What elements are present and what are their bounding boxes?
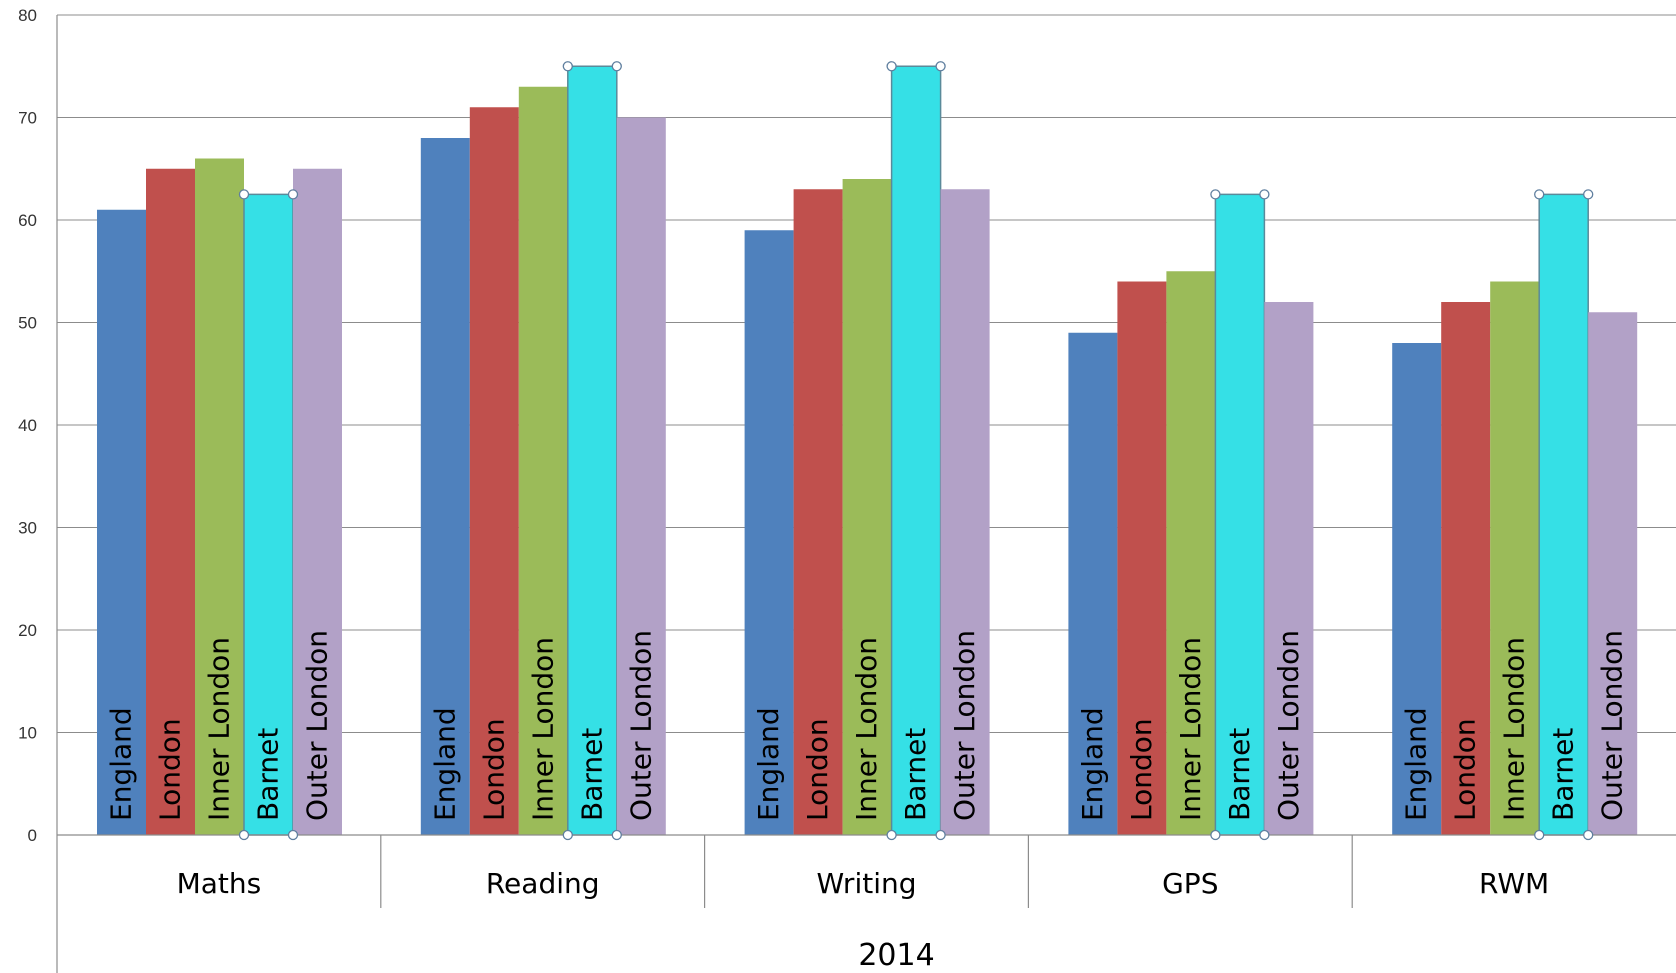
bar-inner-london[interactable]: [1166, 271, 1216, 835]
bar-london[interactable]: [793, 189, 843, 835]
axes: [56, 15, 1676, 973]
bar-label: Outer London: [1596, 630, 1629, 821]
bar-label: London: [1449, 718, 1482, 821]
bar-outer-london[interactable]: [616, 117, 666, 836]
category-label: Writing: [817, 867, 917, 900]
selection-handle[interactable]: [1259, 829, 1270, 841]
bar-outer-london[interactable]: [940, 189, 990, 835]
bar-label: England: [428, 707, 461, 821]
selection-handle[interactable]: [886, 61, 897, 72]
selection-handle[interactable]: [562, 829, 573, 841]
bar-label: Barnet: [1223, 728, 1256, 821]
bar-label: England: [752, 707, 785, 821]
selection-handle[interactable]: [562, 61, 573, 72]
bar-label: Outer London: [948, 630, 981, 821]
bar-label: England: [1400, 707, 1433, 821]
selection-handle[interactable]: [935, 829, 946, 841]
bar-england[interactable]: [420, 138, 470, 835]
selection-handle[interactable]: [287, 189, 299, 200]
bar-label: England: [1076, 707, 1109, 821]
bar-label: England: [105, 707, 138, 821]
selection-handle[interactable]: [611, 61, 622, 72]
selection-handle[interactable]: [287, 829, 299, 841]
bar-barnet[interactable]: [890, 65, 942, 836]
bar-london[interactable]: [1441, 302, 1491, 835]
group-label: 2014: [858, 938, 934, 973]
bar-london[interactable]: [146, 168, 195, 835]
selection-handle[interactable]: [238, 189, 250, 200]
bar-england[interactable]: [1068, 332, 1118, 835]
bar-inner-london[interactable]: [1490, 281, 1540, 836]
y-tick-label: 0: [28, 826, 37, 845]
y-tick-label: 40: [18, 416, 37, 435]
selection-handle[interactable]: [1210, 189, 1221, 200]
selection-handle[interactable]: [1583, 829, 1594, 841]
selection-handle[interactable]: [1210, 829, 1221, 841]
bars: [97, 65, 1638, 836]
bar-outer-london[interactable]: [293, 168, 342, 835]
category-label: RWM: [1479, 867, 1549, 900]
selection-handle[interactable]: [935, 61, 946, 72]
bar-label: Inner London: [1174, 637, 1207, 821]
y-tick-label: 50: [18, 314, 37, 333]
bar-inner-london[interactable]: [518, 86, 568, 835]
selection-handle[interactable]: [1534, 829, 1545, 841]
bar-label: Barnet: [575, 728, 608, 821]
bar-label: London: [801, 718, 834, 821]
selection-handle[interactable]: [1583, 189, 1594, 200]
bar-inner-london[interactable]: [842, 179, 892, 835]
bar-label: Barnet: [899, 728, 932, 821]
bar-label: Outer London: [1272, 630, 1305, 821]
bar-england[interactable]: [744, 230, 794, 835]
bar-inner-london[interactable]: [195, 158, 244, 836]
bar-label: London: [1125, 718, 1158, 821]
selection-handle[interactable]: [886, 829, 897, 841]
bar-label: Inner London: [526, 637, 559, 821]
selection-handle[interactable]: [611, 829, 622, 841]
bar-label: Inner London: [203, 637, 236, 821]
y-tick-label: 70: [18, 109, 37, 128]
bar-label: Outer London: [624, 630, 657, 821]
bar-label: Barnet: [252, 728, 285, 821]
bar-barnet[interactable]: [1214, 193, 1266, 836]
bar-england[interactable]: [1392, 343, 1442, 835]
y-tick-label: 20: [18, 621, 37, 640]
y-tick-label: 30: [18, 519, 37, 538]
bar-label: London: [154, 718, 187, 821]
bar-england[interactable]: [97, 209, 146, 835]
bar-outer-london[interactable]: [1264, 302, 1314, 835]
category-label: Maths: [177, 867, 262, 900]
selection-handle[interactable]: [1259, 189, 1270, 200]
y-tick-label: 80: [18, 6, 37, 25]
bar-london[interactable]: [469, 107, 519, 835]
y-tick-label: 10: [18, 724, 37, 743]
y-tick-label: 60: [18, 211, 37, 230]
bar-barnet[interactable]: [243, 193, 294, 836]
bar-label: Inner London: [1498, 637, 1531, 821]
bar-label: London: [477, 718, 510, 821]
selection-handle[interactable]: [1534, 189, 1545, 200]
bar-label: Barnet: [1547, 728, 1580, 821]
bar-london[interactable]: [1117, 281, 1167, 836]
bar-label: Outer London: [301, 630, 334, 821]
selection-handle[interactable]: [238, 829, 250, 841]
bar-barnet[interactable]: [567, 65, 618, 836]
bar-label: Inner London: [850, 637, 883, 821]
bar-outer-london[interactable]: [1588, 312, 1638, 835]
category-label: Reading: [486, 867, 600, 900]
labels: 0 10 20 30 40 50 60 70 80 England London Inner Lond…: [18, 6, 1629, 973]
category-label: GPS: [1162, 867, 1218, 900]
